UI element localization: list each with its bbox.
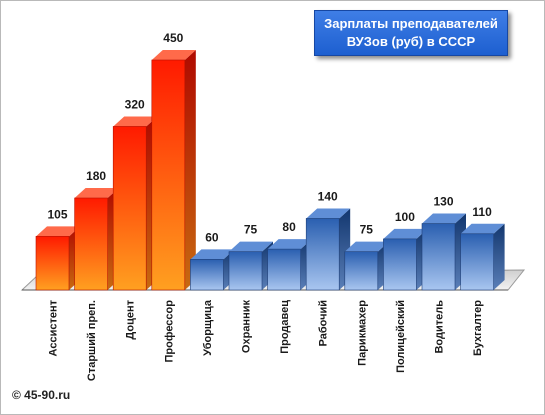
chart-title: Зарплаты преподавателей ВУЗов (руб) в СС… xyxy=(314,10,508,56)
category-label: Рабочий xyxy=(318,300,330,346)
category-label: Водитель xyxy=(434,300,446,354)
bar-front xyxy=(267,248,301,291)
bar-Профессор xyxy=(151,50,196,291)
category-label: Охранник xyxy=(241,300,253,354)
bar-front xyxy=(421,223,456,291)
category-labels: Ассистент Старший преп. Доцент Профессор Убо… xyxy=(48,299,485,381)
category-label: Профессор xyxy=(163,300,175,363)
bar-top xyxy=(306,208,351,219)
bar-top xyxy=(229,241,273,252)
bar-top xyxy=(151,50,196,60)
bar-top xyxy=(74,188,119,198)
bar-Ассистент xyxy=(35,226,80,291)
bar-side xyxy=(493,223,505,290)
category-label: Бухгалтер xyxy=(472,300,484,356)
bar-front xyxy=(460,233,494,291)
value-label: 60 xyxy=(205,230,219,244)
bar-Охранник xyxy=(228,241,273,291)
bar-Старший преп. xyxy=(74,188,119,291)
bar-Бухгалтер xyxy=(460,223,505,291)
bar-top xyxy=(383,228,428,239)
value-label: 105 xyxy=(47,207,67,221)
bar-side xyxy=(184,50,196,290)
category-label: Доцент xyxy=(125,299,137,339)
bar-Водитель xyxy=(421,213,466,291)
bar-top xyxy=(113,116,158,127)
value-labels: 105 180 320 450 60 75 80 140 75 100 130 110 xyxy=(47,31,492,244)
value-label: 100 xyxy=(395,210,415,224)
value-label: 75 xyxy=(360,223,374,237)
value-label: 450 xyxy=(163,31,183,45)
bars xyxy=(35,50,505,291)
category-label: Парикмахер xyxy=(356,300,368,366)
bar-Доцент xyxy=(112,116,158,291)
value-label: 75 xyxy=(244,223,258,237)
bar-Парикмахер xyxy=(344,241,389,291)
bar-top xyxy=(460,223,505,234)
bar-top xyxy=(267,239,312,250)
value-label: 130 xyxy=(433,195,453,209)
bar-front xyxy=(305,218,340,291)
bar-front xyxy=(112,126,147,291)
bar-Полицейский xyxy=(383,228,428,291)
copyright-label: © 45-90.ru xyxy=(12,388,71,402)
bar-top xyxy=(344,241,389,252)
bar-front xyxy=(190,259,224,291)
bar-front xyxy=(35,236,70,291)
category-label: Полицейский xyxy=(395,300,407,373)
category-label: Продавец xyxy=(279,300,291,354)
value-label: 180 xyxy=(86,169,106,183)
bar-Рабочий xyxy=(305,208,351,291)
bar-front xyxy=(383,238,417,291)
bar-top xyxy=(36,226,80,237)
value-label: 320 xyxy=(125,97,145,111)
bar-Продавец xyxy=(267,239,312,291)
chart-title-line1: Зарплаты преподавателей xyxy=(324,16,498,31)
value-label: 80 xyxy=(282,220,296,234)
bar-Уборщица xyxy=(190,249,235,291)
category-label: Старший преп. xyxy=(86,300,98,381)
bar-front xyxy=(151,59,186,291)
bar-front xyxy=(228,251,263,291)
value-label: 110 xyxy=(472,205,492,219)
value-label: 140 xyxy=(318,189,338,203)
bar-front xyxy=(344,251,379,291)
category-label: Уборщица xyxy=(202,299,214,356)
chart-title-line2: ВУЗов (руб) в СССР xyxy=(346,34,476,49)
bar-top xyxy=(422,213,466,224)
category-label: Ассистент xyxy=(48,299,60,356)
bar-top xyxy=(190,249,235,260)
bar-front xyxy=(74,197,108,291)
